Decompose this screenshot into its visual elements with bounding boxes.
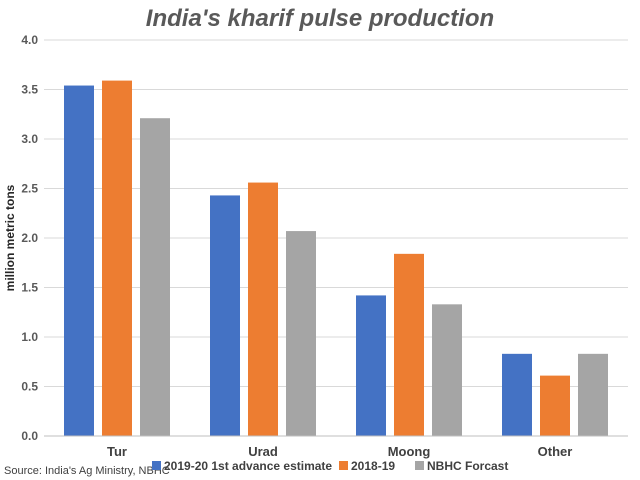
bar-other-series-3 xyxy=(578,353,608,436)
y-tick-label: 3.0 xyxy=(21,132,38,146)
bar-urad-series-1 xyxy=(210,195,240,436)
bars xyxy=(64,80,608,437)
y-tick-label: 0.0 xyxy=(21,429,38,443)
y-tick-label: 4.0 xyxy=(21,33,38,47)
y-tick-label: 2.0 xyxy=(21,231,38,245)
bar-other-series-2 xyxy=(540,375,570,436)
chart-title: India's kharif pulse production xyxy=(146,5,494,32)
legend-swatch xyxy=(152,461,161,470)
category-label: Other xyxy=(538,444,573,459)
source-note: Source: India's Ag Ministry, NBHC xyxy=(4,465,170,477)
bar-urad-series-2 xyxy=(248,182,278,436)
bar-urad-series-3 xyxy=(286,231,316,436)
bar-moong-series-2 xyxy=(394,253,424,436)
y-tick-label: 0.5 xyxy=(21,380,38,394)
bar-tur-series-2 xyxy=(102,80,132,436)
legend-swatch xyxy=(339,461,348,470)
y-axis-label: million metric tons xyxy=(3,184,17,291)
y-axis-ticks: 0.0 0.5 1.0 1.5 2.0 2.5 3.0 3.5 4.0 xyxy=(21,33,38,443)
x-axis-categories: Tur Urad Moong Other xyxy=(107,444,572,459)
bar-moong-series-3 xyxy=(432,304,462,436)
legend: 2019-20 1st advance estimate 2018-19 NBHC … xyxy=(152,459,508,473)
category-label: Moong xyxy=(388,444,431,459)
y-tick-label: 1.5 xyxy=(21,281,38,295)
category-label: Urad xyxy=(248,444,278,459)
legend-label: 2018-19 xyxy=(351,459,395,473)
category-label: Tur xyxy=(107,444,127,459)
bar-tur-series-3 xyxy=(140,118,170,437)
legend-swatch xyxy=(415,461,424,470)
bar-tur-series-1 xyxy=(64,85,94,436)
y-tick-label: 1.0 xyxy=(21,330,38,344)
y-tick-label: 3.5 xyxy=(21,83,38,97)
bar-moong-series-1 xyxy=(356,295,386,436)
bar-other-series-1 xyxy=(502,353,532,436)
legend-label: 2019-20 1st advance estimate xyxy=(164,459,332,473)
y-tick-label: 2.5 xyxy=(21,182,38,196)
legend-label: NBHC Forcast xyxy=(427,459,508,473)
